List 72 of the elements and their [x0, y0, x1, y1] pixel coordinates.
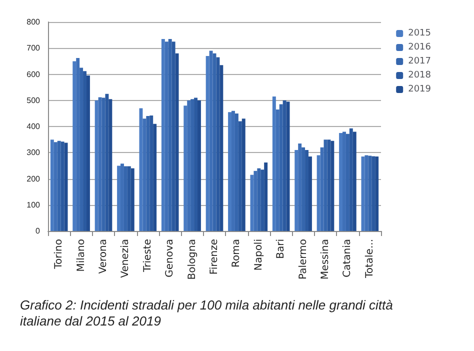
bar [264, 162, 268, 231]
y-tick-label: 400 [26, 122, 41, 131]
bar [242, 118, 246, 231]
y-tick-label: 200 [26, 174, 41, 184]
legend-label: 2015 [408, 28, 431, 38]
bar [272, 96, 276, 231]
bar [60, 142, 64, 231]
legend-label: 2018 [408, 70, 432, 80]
bar [98, 97, 102, 231]
y-tick-label: 700 [26, 44, 41, 53]
bar [64, 142, 68, 231]
x-tick-label: Firenze [209, 239, 220, 275]
bar [282, 100, 286, 231]
x-tick-label: Catania [342, 239, 354, 278]
y-tick-label: 0 [36, 226, 41, 236]
bar [161, 38, 165, 231]
bar [216, 57, 220, 231]
legend-label: 2019 [408, 84, 432, 94]
x-tick-label: Messina [320, 239, 331, 280]
bar [105, 94, 109, 231]
x-tick-label: Palermo [298, 239, 309, 280]
y-tick-label: 100 [26, 200, 41, 210]
bar [146, 116, 150, 231]
bar [327, 140, 331, 231]
y-tick-label: 800 [26, 18, 41, 26]
y-tick-label: 500 [26, 96, 41, 105]
bar [197, 100, 201, 231]
x-tick-label: Roma [231, 239, 242, 268]
bar [257, 168, 261, 231]
bar [279, 104, 283, 231]
bar [153, 124, 157, 231]
bar [361, 156, 365, 231]
bar [94, 100, 98, 231]
y-tick-label: 300 [26, 148, 41, 158]
bar [286, 102, 290, 231]
bar [368, 156, 372, 231]
bar [168, 38, 172, 231]
bar [220, 65, 224, 231]
x-tick-label: Bari [276, 239, 287, 259]
bar [72, 61, 76, 231]
x-tick-label: Trieste [142, 239, 154, 273]
bar [250, 174, 254, 231]
x-tick-label: Venezia [120, 239, 132, 278]
bar [375, 156, 379, 231]
bar [117, 166, 121, 231]
bar [228, 112, 232, 231]
bar [139, 108, 143, 231]
x-tick-label: Napoli [253, 239, 264, 271]
x-tick-label: Bologna [186, 239, 198, 280]
bar [364, 155, 368, 231]
x-tick-label: Verona [98, 239, 109, 274]
bar [130, 168, 134, 231]
bar [352, 132, 356, 231]
text: Grafico 2: Incidenti stradali per 100 mila abitanti nelle grandi città italiane dal 2015 al 2019 [20, 298, 396, 328]
bar [50, 140, 54, 231]
bar [86, 76, 90, 231]
bar [339, 133, 343, 231]
bar [57, 140, 61, 231]
x-tick-label: Torino [54, 239, 65, 270]
bar [330, 140, 334, 231]
bar [175, 53, 179, 231]
x-tick-label: Totale... [364, 239, 376, 280]
bar [308, 156, 312, 231]
y-tick-label: 600 [26, 70, 41, 79]
bar [108, 99, 112, 231]
bar [172, 42, 176, 231]
legend-label: 2017 [408, 56, 431, 66]
bar [254, 170, 258, 231]
x-tick-label: Milano [76, 239, 87, 272]
legend-label: 2016 [408, 42, 432, 52]
x-tick-label: Genova [164, 239, 176, 278]
bar [209, 50, 213, 231]
